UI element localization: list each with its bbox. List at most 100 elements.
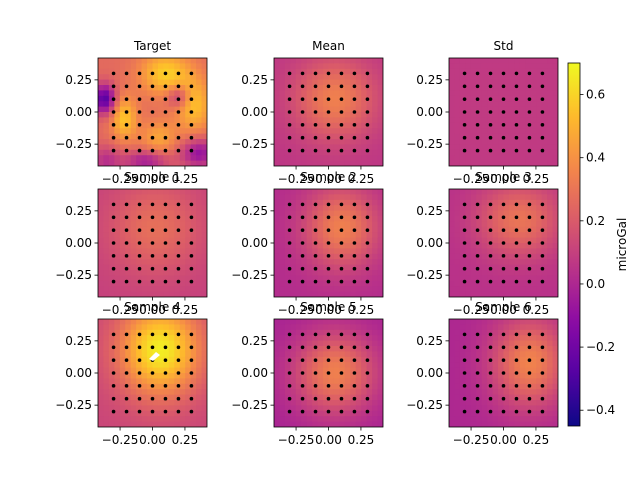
heatmap-cell: [301, 275, 308, 282]
x-tick-label: −0.25: [102, 303, 139, 317]
heatmap-cell: [130, 400, 137, 406]
heatmap-cell: [279, 367, 286, 374]
station-point: [137, 409, 142, 414]
heatmap-cell: [152, 160, 159, 166]
station-point: [326, 84, 331, 89]
heatmap-cell: [174, 410, 181, 417]
heatmap-cell: [130, 264, 137, 271]
heatmap-cell: [114, 155, 121, 162]
heatmap-cell: [459, 400, 466, 406]
heatmap-cell: [377, 383, 383, 390]
heatmap-cell: [290, 58, 297, 64]
heatmap-cell: [487, 378, 494, 385]
heatmap-cell: [536, 329, 543, 336]
heatmap-cell: [355, 232, 362, 239]
heatmap-cell: [481, 286, 488, 293]
heatmap-cell: [508, 324, 515, 331]
heatmap-cell: [295, 90, 302, 97]
heatmap-cell: [328, 95, 335, 102]
heatmap-cell: [525, 389, 532, 396]
heatmap-cell: [361, 259, 368, 266]
heatmap-cell: [190, 421, 197, 427]
heatmap-cell: [530, 90, 537, 97]
heatmap-cell: [179, 291, 186, 297]
heatmap-cell: [530, 264, 537, 271]
station-point: [124, 228, 129, 232]
heatmap-cell: [119, 58, 126, 64]
heatmap-cell: [344, 389, 351, 396]
heatmap-cell: [114, 405, 121, 412]
heatmap-cell: [284, 378, 291, 385]
heatmap-cell: [454, 362, 461, 369]
heatmap-cell: [328, 237, 335, 244]
heatmap-cell: [147, 68, 154, 75]
heatmap-cell: [492, 155, 499, 162]
heatmap-cell: [317, 232, 324, 239]
heatmap-cell: [361, 144, 368, 151]
station-point: [137, 228, 142, 232]
heatmap-cell: [103, 58, 110, 64]
heatmap-cell: [361, 95, 368, 102]
station-point: [339, 71, 344, 76]
heatmap-cell: [136, 324, 143, 331]
heatmap-cell: [372, 74, 379, 81]
heatmap-cell: [552, 85, 558, 91]
heatmap-cell: [130, 291, 137, 297]
heatmap-cell: [481, 351, 488, 358]
heatmap-cell: [136, 210, 143, 217]
heatmap-cell: [492, 275, 499, 282]
heatmap-cell: [449, 160, 456, 166]
station-point: [352, 254, 357, 258]
heatmap-cell: [377, 95, 383, 102]
heatmap-cell: [498, 58, 505, 64]
heatmap-cell: [174, 128, 181, 135]
heatmap-cell: [141, 199, 148, 206]
heatmap-cell: [492, 95, 499, 102]
station-point: [462, 345, 467, 350]
station-point: [150, 266, 155, 271]
heatmap-cell: [552, 90, 558, 97]
station-point: [313, 135, 318, 140]
heatmap-cell: [147, 356, 154, 363]
heatmap-cell: [536, 226, 543, 233]
heatmap-cell: [449, 144, 456, 151]
heatmap-cell: [519, 95, 526, 102]
heatmap-cell: [185, 394, 192, 401]
heatmap-cell: [498, 259, 505, 266]
heatmap-cell: [103, 155, 110, 162]
heatmap-cell: [179, 389, 186, 396]
heatmap-cell: [98, 416, 105, 423]
station-point: [514, 202, 519, 207]
heatmap-cell: [279, 139, 286, 145]
heatmap-cell: [301, 74, 308, 81]
heatmap-cell: [312, 74, 319, 81]
station-point: [365, 123, 370, 127]
heatmap-cell: [487, 280, 494, 287]
heatmap-cell: [372, 243, 379, 249]
heatmap-cell: [168, 205, 175, 212]
heatmap-cell: [147, 405, 154, 412]
heatmap-cell: [487, 270, 494, 276]
heatmap-cell: [333, 237, 340, 244]
heatmap-cell: [536, 216, 543, 222]
heatmap-cell: [503, 362, 510, 369]
heatmap-cell: [454, 421, 461, 427]
heatmap-cell: [361, 280, 368, 287]
panel-grid: 0.250.00−0.25−0.25 0.00 0.25Target0.250.00…: [55, 39, 559, 447]
heatmap-cell: [279, 63, 286, 70]
station-point: [527, 384, 532, 388]
heatmap-cell: [179, 194, 186, 201]
heatmap-cell: [174, 149, 181, 156]
heatmap-cell: [185, 410, 192, 417]
heatmap-cell: [179, 144, 186, 151]
heatmap-cell: [350, 351, 357, 358]
heatmap-cell: [196, 378, 203, 385]
heatmap-cell: [547, 95, 554, 102]
heatmap-cell: [541, 356, 548, 363]
heatmap-cell: [179, 400, 186, 406]
y-tick-label: −0.25: [406, 137, 443, 151]
heatmap-cell: [328, 367, 335, 374]
heatmap-cell: [508, 199, 515, 206]
heatmap-cell: [372, 264, 379, 271]
station-point: [313, 254, 318, 258]
